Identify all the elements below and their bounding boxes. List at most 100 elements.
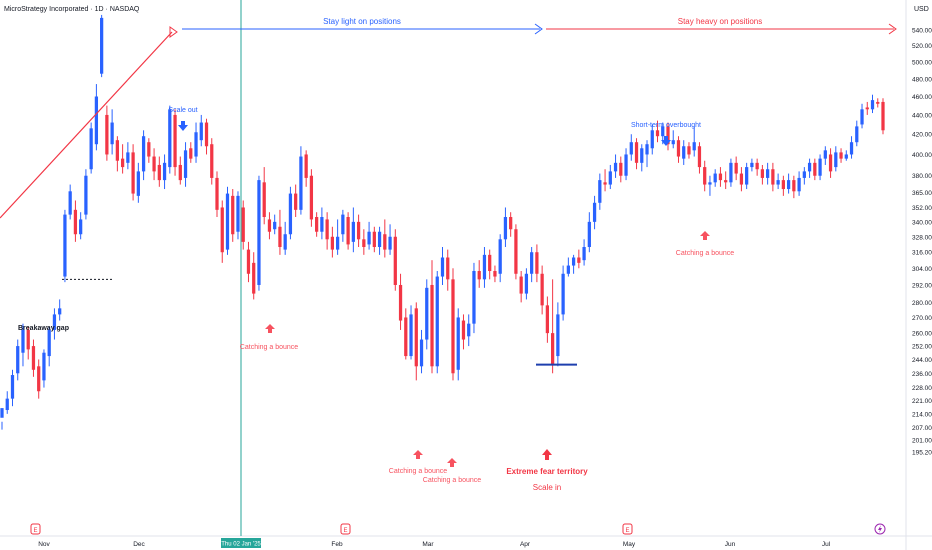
candle-body [509, 217, 513, 230]
scale-out-arrow-icon [178, 121, 188, 131]
candle [792, 175, 796, 199]
time-axis: Nov Dec Thu 02 Jan '25 Feb Mar Apr May Jun Jul [38, 538, 831, 548]
candle [89, 122, 93, 174]
candle-body [834, 152, 838, 168]
candle-body [477, 271, 481, 280]
earnings-marker-3[interactable]: E [622, 523, 633, 535]
candle [37, 359, 41, 399]
time-tick-label: Jul [822, 541, 831, 548]
candle [84, 169, 88, 220]
stay-light-arrowhead [534, 23, 543, 35]
candle [760, 164, 765, 185]
candle [640, 144, 644, 172]
crosshair-date-badge [221, 538, 261, 548]
candle-body [577, 257, 581, 263]
lightning-icon[interactable] [874, 523, 886, 535]
candle [592, 195, 597, 230]
candle [540, 265, 544, 315]
candle-body [236, 195, 240, 232]
candle [425, 279, 429, 350]
candle-body [545, 305, 550, 334]
candle-body [603, 182, 607, 185]
candle [781, 175, 785, 196]
candle [739, 167, 744, 192]
candle-body [335, 236, 340, 250]
candle [477, 260, 481, 288]
candle-body [844, 154, 848, 159]
candle-body [120, 158, 125, 168]
price-tick-label: 440.00 [912, 112, 932, 119]
candle [881, 98, 885, 135]
candle [47, 326, 51, 367]
candle [199, 114, 203, 147]
candle [676, 136, 681, 163]
candle-body [561, 273, 565, 315]
candle [330, 226, 335, 258]
candle-body [241, 207, 245, 242]
bounce-label-3: Catching a bounce [423, 477, 481, 484]
candle-body [524, 273, 529, 294]
candle [839, 148, 843, 163]
candle [430, 260, 434, 374]
candle-body [42, 352, 46, 381]
candle [535, 244, 539, 283]
candle-body [262, 182, 266, 218]
candle [304, 150, 308, 187]
candle-body [755, 162, 759, 170]
candle-body [84, 175, 88, 215]
candle [566, 257, 570, 277]
candle-body [692, 142, 696, 151]
candle-body [440, 257, 445, 277]
price-tick-label: 328.00 [912, 234, 932, 241]
price-tick-label: 252.00 [912, 344, 932, 351]
candle-body [823, 150, 827, 159]
candle [398, 273, 403, 330]
candle-body [446, 257, 450, 280]
candle [524, 268, 529, 300]
candle [320, 207, 324, 240]
candle-body [136, 171, 140, 196]
earnings-marker-1[interactable]: E [30, 523, 41, 535]
candle [461, 314, 466, 350]
candle-body [739, 173, 744, 185]
candle [52, 308, 57, 340]
candle-body [73, 209, 78, 235]
candle-body [0, 408, 4, 418]
candle-body [414, 308, 418, 367]
candle [834, 146, 838, 172]
candle-body [273, 221, 277, 230]
candle [766, 162, 770, 185]
candle-body [220, 207, 224, 253]
candle [262, 167, 266, 225]
candle [561, 265, 565, 321]
price-tick-label: 520.00 [912, 43, 932, 50]
candle-body [404, 317, 408, 357]
candle [467, 314, 471, 347]
time-tick-label: Jun [725, 541, 736, 548]
candle [31, 339, 36, 377]
candle [828, 148, 833, 178]
candle [598, 173, 602, 210]
candle-body [456, 317, 460, 370]
candle-body [351, 221, 355, 242]
candle [215, 171, 219, 218]
time-tick-label: Apr [520, 541, 531, 548]
earnings-marker-2[interactable]: E [340, 523, 351, 535]
candle [435, 271, 439, 374]
candle [183, 142, 188, 187]
candle [115, 136, 119, 172]
candle-body [729, 162, 733, 183]
candle [315, 212, 319, 237]
candle [335, 219, 340, 255]
candle [807, 158, 812, 178]
candle-body [320, 217, 324, 232]
candle [273, 214, 277, 235]
candle [189, 142, 193, 163]
candle-body [451, 279, 455, 374]
candle [682, 140, 686, 165]
scale-out-label: Scale out [168, 107, 197, 114]
candle [21, 323, 25, 367]
candle [519, 271, 523, 303]
price-tick-label: 260.00 [912, 331, 932, 338]
